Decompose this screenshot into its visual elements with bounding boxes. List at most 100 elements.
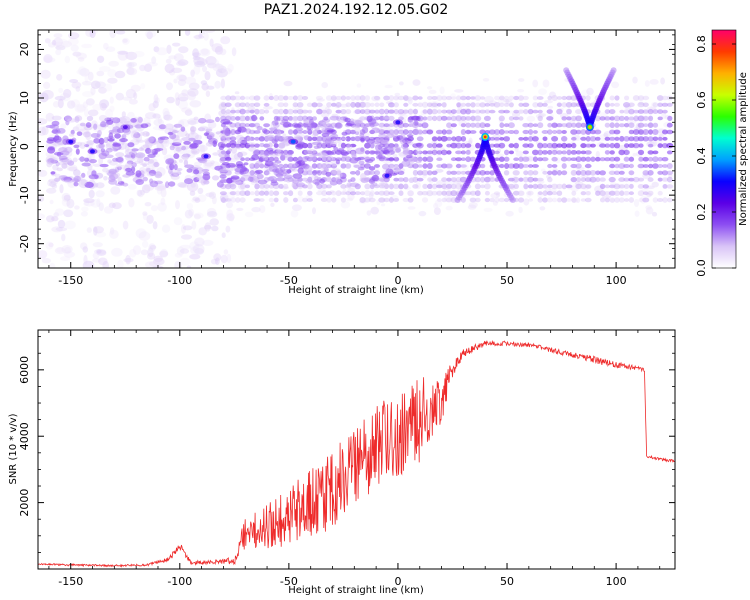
spectrogram-cell [359, 116, 366, 121]
spectrogram-cell [364, 150, 370, 155]
spectrogram-cell [237, 151, 244, 158]
spectrogram-y-tick-label: 10 [18, 91, 31, 105]
spectrogram-cell [253, 102, 261, 108]
spectrogram-cell [220, 136, 227, 142]
spectrogram-cell [296, 115, 304, 122]
spectrogram-cell [522, 156, 530, 162]
spectrogram-cell [297, 190, 303, 196]
spectrogram-cell [147, 159, 155, 164]
spectrogram-cell [169, 163, 175, 171]
spectrogram-cell [436, 95, 443, 101]
spectrogram-cell [575, 129, 582, 135]
spectrogram-cell [402, 150, 409, 155]
spectrogram-cell [154, 171, 163, 179]
spectrogram-cell [599, 143, 607, 148]
spectrogram-cell [249, 109, 255, 114]
spectrogram-cell [244, 102, 250, 108]
spectrogram-cell [190, 126, 197, 133]
spectrogram-cell [628, 191, 635, 196]
spectrogram-cell [132, 245, 142, 255]
spectrogram-cell [330, 157, 337, 162]
spectrogram-cell [571, 197, 577, 203]
spectrogram-cell [561, 183, 567, 190]
spectrogram-cell [427, 170, 433, 176]
spectrogram-cell [99, 66, 111, 72]
spectrogram-cell [68, 166, 78, 172]
spectrogram-cell [345, 102, 351, 108]
spectrogram-cell [303, 135, 310, 141]
spectrogram-cell [226, 213, 235, 221]
spectrogram-cell [263, 123, 270, 128]
spectrogram-cell [445, 109, 453, 114]
spectrogram-cell [258, 109, 266, 115]
spectrogram-cell [115, 157, 124, 163]
spectrogram-cell [188, 208, 195, 217]
spectrogram-cell [503, 123, 510, 128]
spectrogram-cell [249, 191, 255, 196]
spectrogram-cell [199, 125, 209, 131]
spectrogram-cell [546, 191, 553, 196]
spectrogram-cell [99, 102, 107, 111]
spectrogram-cell [503, 99, 513, 103]
spectrogram-cell [279, 136, 289, 143]
spectrogram-cell [263, 105, 273, 110]
spectrogram-cell [53, 152, 64, 156]
spectrogram-cell [86, 227, 92, 233]
spectrogram-cell [378, 190, 386, 196]
spectrogram-cell [493, 129, 501, 135]
spectrogram-cell [537, 102, 544, 108]
spectrogram-cell [647, 150, 654, 155]
spectrogram-cell [570, 102, 578, 108]
spectrogram-cell [108, 132, 114, 140]
spectrogram-cell [82, 260, 95, 268]
spectrogram-cell [351, 125, 357, 129]
spectrogram-cell [201, 82, 209, 91]
spectrogram-cell [436, 157, 443, 161]
spectrogram-cell [408, 123, 414, 127]
spectrogram-cell [532, 149, 539, 156]
spectrogram-cell [296, 109, 304, 115]
spectrogram-cell [349, 119, 359, 125]
spectrogram-cell [619, 135, 625, 142]
spectrogram-cell [666, 163, 673, 169]
spectrogram-cell [239, 122, 247, 128]
spectrogram-cell [387, 109, 395, 114]
spectrogram-cell [417, 96, 423, 100]
spectrogram-cell [408, 157, 418, 162]
spectrogram-cell [106, 119, 114, 125]
spectrogram-cell [412, 102, 419, 107]
spectrogram-cell [484, 183, 491, 190]
snr-y-tick-label: 4000 [18, 422, 31, 450]
spectrogram-cell [126, 62, 135, 69]
spectrogram-cell [403, 149, 412, 155]
spectrogram-cell [383, 115, 390, 122]
spectrogram-cell [383, 190, 390, 196]
spectrogram-cell [79, 122, 86, 127]
spectrogram-cell [642, 197, 650, 203]
spectrogram-cell [233, 180, 242, 185]
spectrogram-cell [178, 96, 189, 102]
spectrogram-cell [354, 102, 361, 108]
spectrogram-cell [666, 142, 674, 149]
spectrogram-cell [58, 147, 64, 152]
spectrogram-cell [412, 149, 418, 156]
spectrogram-cell [468, 137, 473, 145]
spectrogram-cell [171, 142, 182, 147]
spectrogram-y-tick-label: 20 [18, 42, 31, 56]
spectrogram-cell [176, 61, 186, 67]
spectrogram-cell [207, 58, 220, 67]
spectrogram-cell [580, 150, 587, 155]
spectrogram-cell [43, 57, 56, 63]
spectrogram-cell [48, 242, 54, 248]
spectrogram-cell [642, 191, 649, 195]
spectrogram-cell [140, 189, 146, 196]
spectrogram-cell [537, 197, 543, 203]
spectrogram-cell [422, 109, 428, 114]
spectrogram-cell [637, 102, 645, 108]
spectrogram-cell [444, 194, 453, 203]
spectrogram-cell [354, 126, 361, 133]
spectrogram-cell [309, 118, 314, 125]
spectrogram-cell [589, 176, 597, 183]
spectrogram-cell [395, 168, 401, 173]
